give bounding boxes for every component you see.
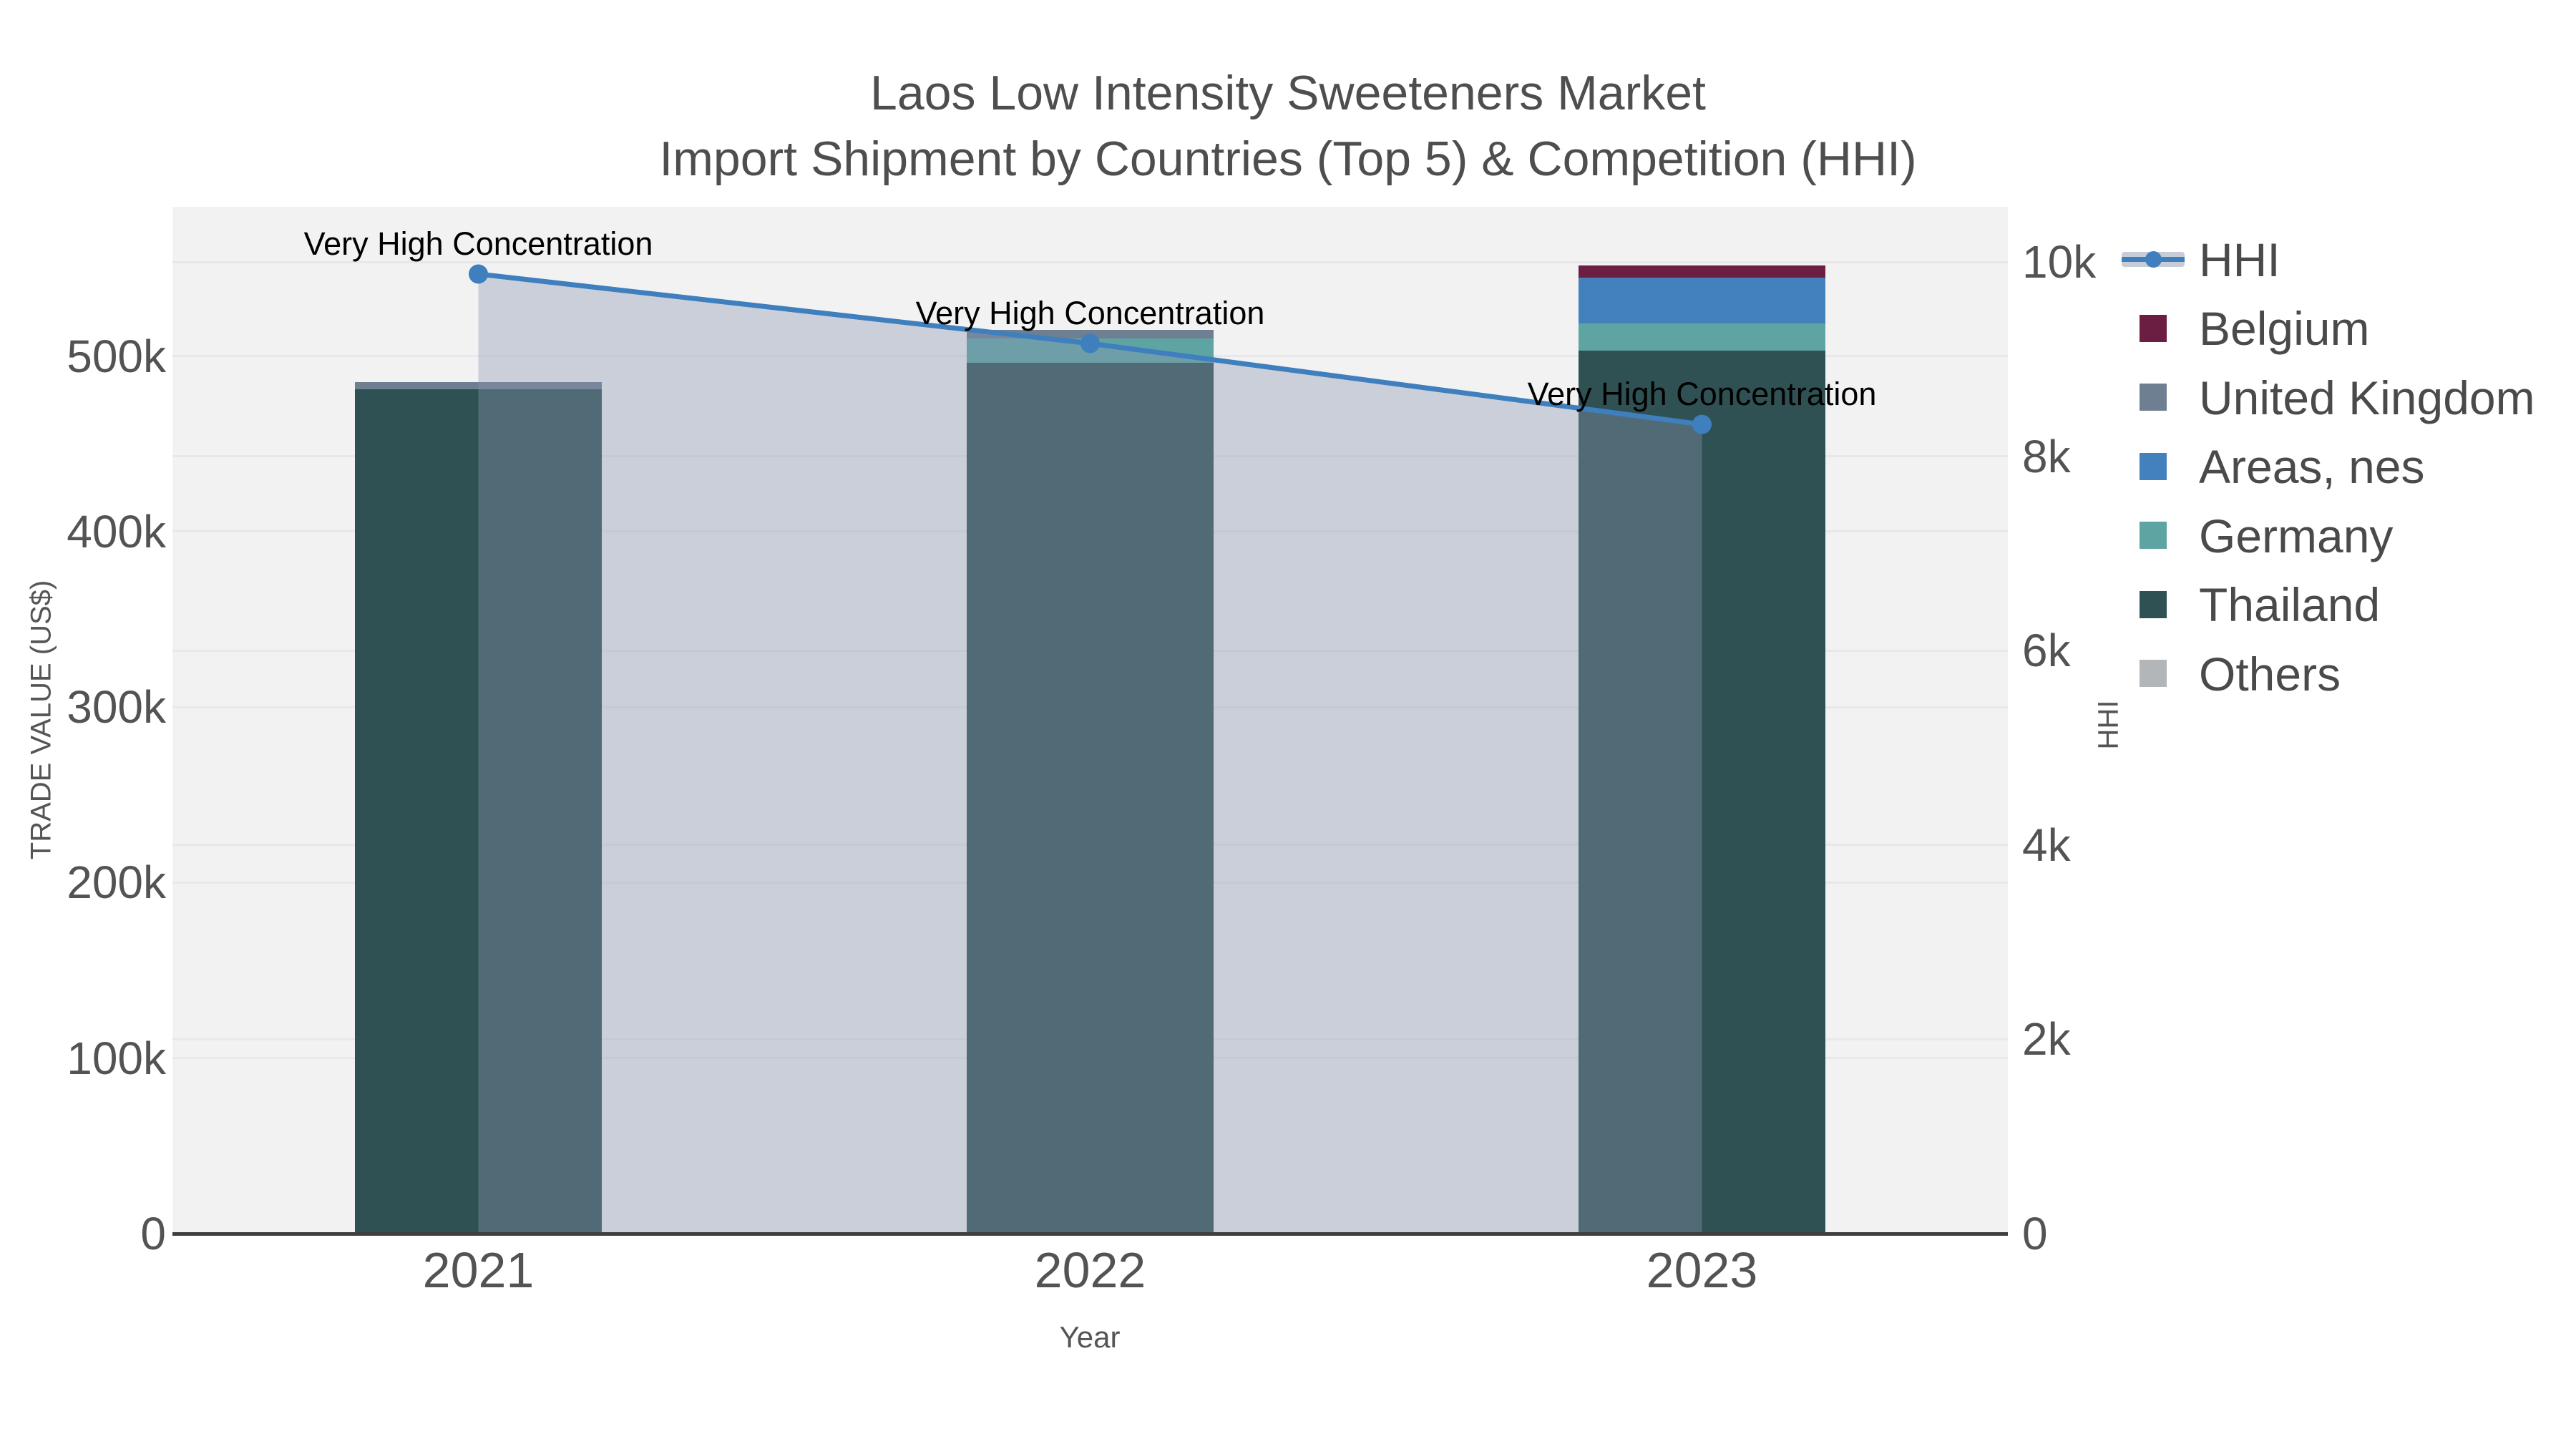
legend-label: United Kingdom <box>2199 371 2535 424</box>
legend-swatch <box>2118 501 2199 570</box>
hhi-area-swatch <box>2122 251 2185 268</box>
chart-title: Laos Low Intensity Sweeteners Market <box>870 66 1706 120</box>
legend-swatch <box>2118 639 2199 708</box>
annotation-2023: Very High Concentration <box>1527 376 1877 413</box>
left-tick-label: 500k <box>67 330 166 382</box>
legend-label: Areas, nes <box>2199 440 2425 493</box>
legend-color-square <box>2140 660 2167 687</box>
bar-segment-belgium <box>1579 265 1825 278</box>
bar-segment-areas-nes <box>1579 278 1825 324</box>
legend-label: Germany <box>2199 509 2394 562</box>
left-axis-title: TRADE VALUE (US$) <box>25 580 57 860</box>
x-tick-label-2023: 2023 <box>1646 1242 1758 1298</box>
left-tick-label: 400k <box>67 505 166 557</box>
legend-item-belgium[interactable]: Belgium <box>2118 294 2369 364</box>
legend-label: Belgium <box>2199 302 2370 355</box>
left-tick-label: 0 <box>140 1208 166 1259</box>
right-tick-label: 0 <box>2022 1208 2048 1259</box>
plot-area <box>172 207 2008 1234</box>
legend-swatch <box>2118 432 2199 502</box>
right-tick-label: 4k <box>2022 819 2071 871</box>
legend-swatch <box>2118 294 2199 364</box>
legend-label: Others <box>2199 647 2341 701</box>
bar-segment-germany <box>1579 323 1825 351</box>
left-tick-label: 100k <box>67 1032 166 1084</box>
legend-item-germany[interactable]: Germany <box>2118 501 2393 570</box>
chart-subtitle: Import Shipment by Countries (Top 5) & C… <box>659 132 1917 186</box>
bar-segment-germany <box>967 338 1214 364</box>
legend-color-square <box>2140 384 2167 411</box>
legend-item-hhi[interactable]: HHI <box>2118 225 2280 294</box>
legend-color-square <box>2140 314 2167 342</box>
x-axis-line <box>172 1232 2008 1236</box>
left-tick-label: 300k <box>67 681 166 733</box>
bar-segment-thailand <box>1579 351 1825 1234</box>
right-tick-label: 8k <box>2022 430 2071 482</box>
x-tick-label-2021: 2021 <box>422 1242 535 1298</box>
legend-item-areas-nes[interactable]: Areas, nes <box>2118 432 2425 502</box>
bar-segment-united-kingdom <box>355 382 602 390</box>
legend-swatch <box>2118 363 2199 432</box>
hhi-line-swatch <box>2118 225 2199 294</box>
legend-label: Thailand <box>2199 578 2381 631</box>
annotation-2021: Very High Concentration <box>303 225 653 262</box>
right-tick-label: 10k <box>2022 236 2097 288</box>
legend-item-thailand[interactable]: Thailand <box>2118 570 2380 640</box>
legend-color-square <box>2140 452 2167 480</box>
legend-item-united-kingdom[interactable]: United Kingdom <box>2118 363 2535 432</box>
left-tick-label: 200k <box>67 857 166 909</box>
x-tick-label-2022: 2022 <box>1034 1242 1146 1298</box>
hhi-point <box>469 264 488 284</box>
legend-color-square <box>2140 590 2167 618</box>
bar-segment-thailand <box>967 363 1214 1232</box>
legend-color-square <box>2140 522 2167 549</box>
grid-line <box>172 260 2008 263</box>
bar-segment-thailand <box>355 389 602 1234</box>
legend-swatch <box>2118 570 2199 640</box>
hhi-marker-dot <box>2145 251 2162 268</box>
x-axis-title: Year <box>1059 1320 1121 1354</box>
right-tick-label: 2k <box>2022 1013 2071 1065</box>
annotation-2022: Very High Concentration <box>915 295 1265 332</box>
legend-label: HHI <box>2199 233 2280 286</box>
right-tick-label: 6k <box>2022 625 2071 677</box>
legend-item-others[interactable]: Others <box>2118 639 2341 708</box>
